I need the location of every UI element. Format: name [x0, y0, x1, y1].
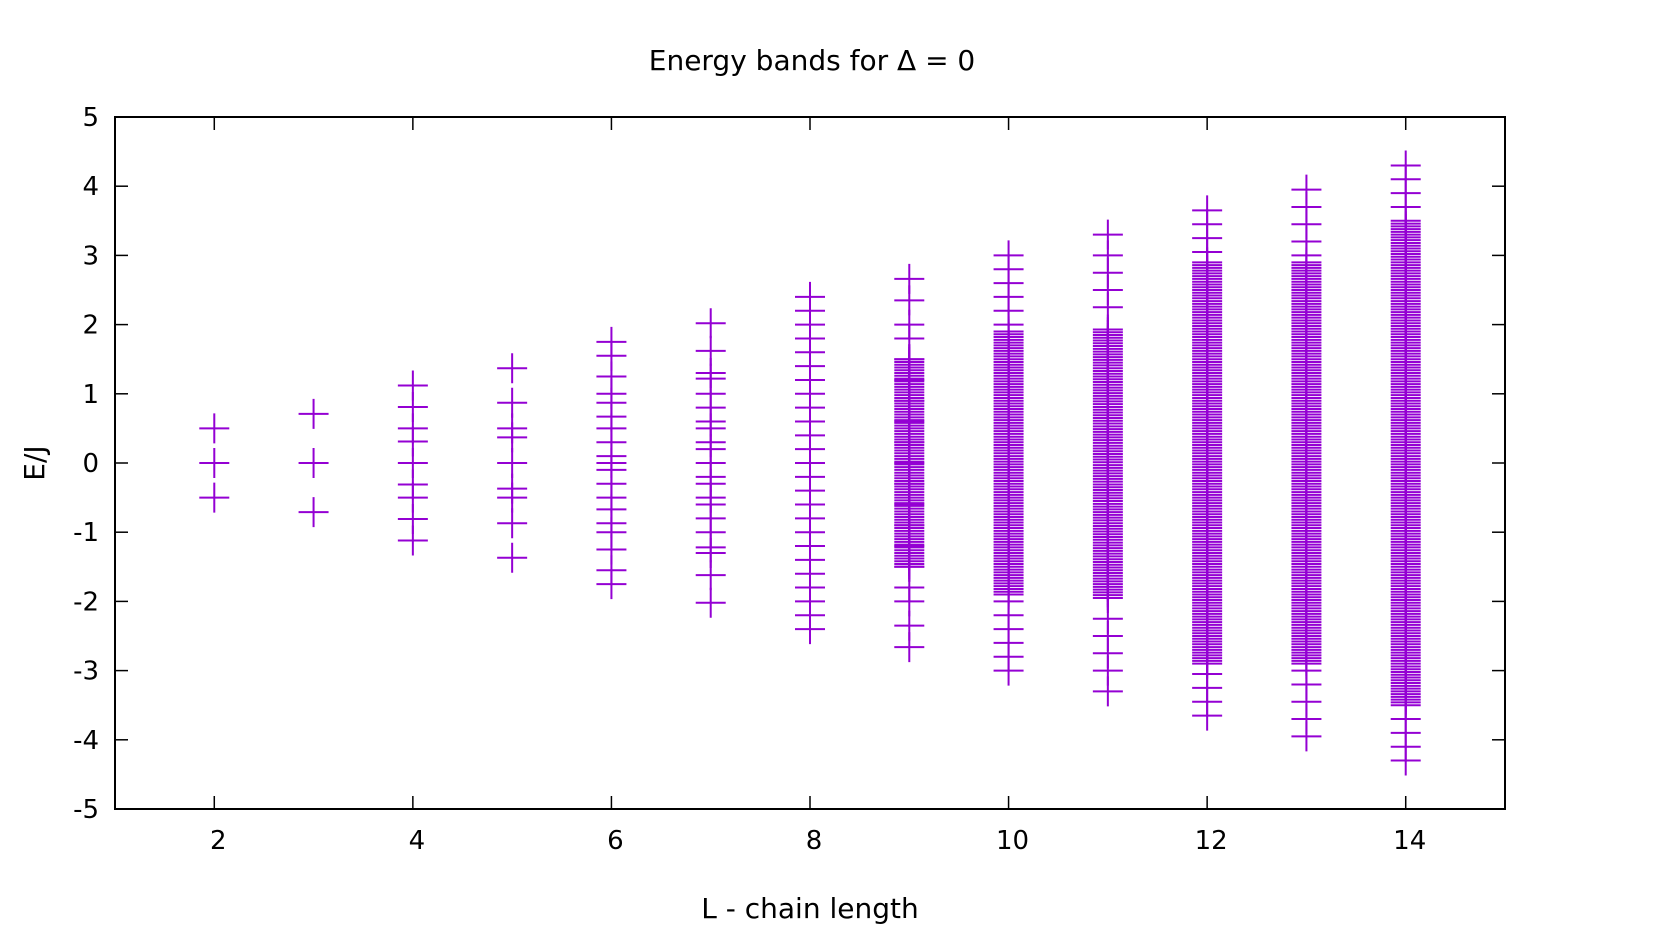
series-L10 [993, 240, 1024, 686]
data-point [1390, 205, 1421, 236]
data-point [497, 448, 528, 478]
data-point [199, 413, 230, 444]
series-L14 [1390, 150, 1421, 776]
y-tick-label: 5 [82, 103, 99, 133]
data-point [497, 473, 528, 504]
series-L9 [894, 263, 925, 663]
x-tick-label: 8 [806, 826, 823, 856]
data-point [1291, 174, 1322, 205]
y-tick-label: 0 [82, 449, 99, 479]
data-point [397, 370, 428, 401]
series-L11 [1092, 219, 1123, 707]
y-tick-label: 3 [82, 241, 99, 271]
series-L4 [397, 370, 428, 556]
data-point [497, 353, 528, 384]
y-tick-label: -2 [73, 587, 99, 617]
series-L6 [596, 326, 627, 600]
y-tick-label: -1 [73, 518, 99, 548]
data-point [1192, 195, 1223, 226]
y-tick-label: 4 [82, 172, 99, 202]
x-tick-label: 14 [1393, 826, 1426, 856]
series-L3 [298, 398, 329, 528]
data-point [199, 448, 230, 478]
x-tick-label: 2 [210, 826, 227, 856]
series-L7 [695, 308, 726, 618]
data-point [497, 413, 528, 444]
data-point [298, 497, 329, 528]
data-point [993, 240, 1024, 271]
data-point [894, 263, 925, 294]
x-tick-label: 10 [996, 826, 1029, 856]
data-point [1092, 219, 1123, 250]
data-point [1390, 150, 1421, 181]
x-tick-label: 12 [1195, 826, 1228, 856]
series-L2 [199, 413, 230, 513]
data-point [894, 344, 925, 375]
series-L12 [1192, 195, 1223, 731]
data-point [596, 326, 627, 357]
plot-area [199, 150, 1421, 776]
data-point [1291, 247, 1322, 278]
chart-title: Energy bands for Δ = 0 [649, 44, 976, 77]
series-L8 [795, 281, 825, 645]
data-point [695, 587, 726, 618]
x-axis-label: L - chain length [701, 892, 918, 925]
data-point [497, 387, 528, 418]
x-tick-label: 4 [409, 826, 426, 856]
y-tick-label: -4 [73, 726, 99, 756]
data-point [695, 308, 726, 339]
series-L13 [1291, 174, 1322, 752]
x-tick-label: 6 [607, 826, 624, 856]
y-tick-label: 1 [82, 380, 99, 410]
data-point [199, 482, 230, 513]
y-tick-label: 2 [82, 311, 99, 341]
data-point [993, 316, 1024, 347]
y-tick-label: -3 [73, 657, 99, 687]
data-point [497, 542, 528, 573]
data-point [1192, 247, 1223, 278]
data-point [1092, 314, 1123, 345]
data-point [497, 508, 528, 539]
data-point [795, 281, 825, 312]
data-point [298, 448, 329, 478]
data-point [298, 398, 329, 429]
y-axis-label: E/J [18, 445, 51, 480]
y-tick-label: -5 [73, 795, 99, 825]
data-point [695, 335, 726, 366]
series-L5 [497, 353, 528, 573]
